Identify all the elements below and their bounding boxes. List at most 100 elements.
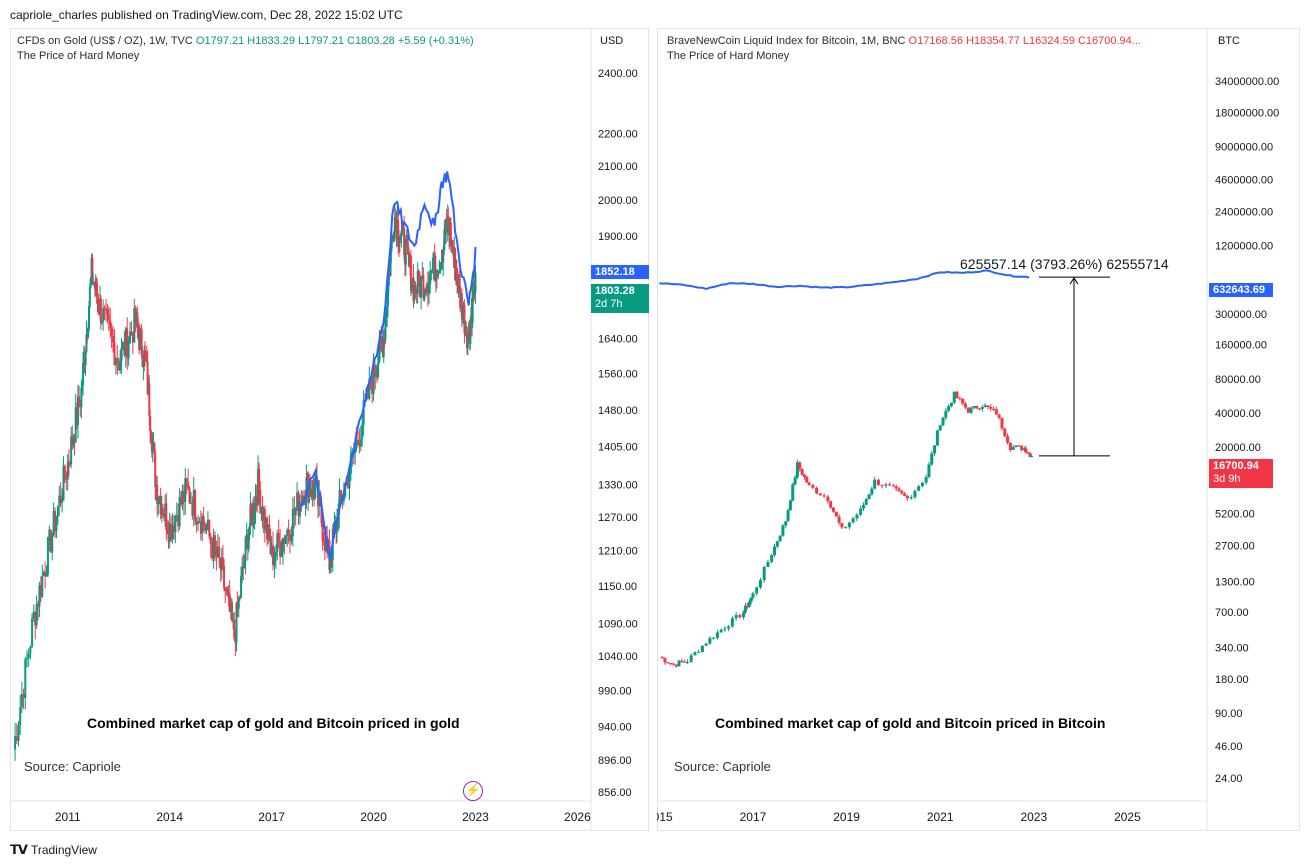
left-symbol[interactable]: CFDs on Gold (US$ / OZ), 1W, TVC (17, 35, 193, 47)
candle-body (377, 361, 380, 365)
candle-body (279, 542, 282, 557)
candle-body (314, 476, 317, 486)
candle-body (257, 468, 260, 506)
candle-body (949, 402, 953, 407)
candle-body (188, 487, 191, 504)
candle-body (31, 618, 34, 647)
candle-body (157, 499, 160, 505)
y-tick-label: 18000000.00 (1215, 107, 1279, 119)
right-chart-panel[interactable] (657, 28, 1300, 831)
candle-body (301, 495, 304, 506)
candle-body (944, 410, 948, 418)
candle-body (37, 604, 40, 607)
candle-body (145, 358, 148, 362)
candle-body (106, 309, 109, 315)
candle-body (204, 524, 207, 531)
candle-body (749, 597, 753, 602)
candle-body (243, 561, 246, 568)
candle-body (373, 360, 376, 376)
left-tag-countdown: 2d 7h (595, 298, 623, 310)
candle-body (826, 496, 830, 502)
candle-body (153, 443, 156, 453)
candle-body (96, 295, 99, 300)
candle-body (212, 535, 215, 559)
candle-body (435, 269, 438, 277)
candle-body (45, 574, 48, 577)
candle-body (254, 495, 257, 512)
footer-brand[interactable]: 𝗧𝗩 TradingView (10, 842, 97, 858)
candle-body (259, 490, 262, 514)
candle-body (793, 477, 797, 485)
right-indicator-name[interactable]: The Price of Hard Money (667, 50, 790, 62)
candle-body (305, 477, 308, 498)
candle-body (356, 440, 359, 443)
candle-body (884, 484, 888, 486)
right-price-chart[interactable]: 34000000.00 18000000.00 9000000.00 4600000.… (657, 28, 1300, 831)
candle-body (469, 322, 472, 345)
candle-body (87, 306, 90, 329)
right-symbol[interactable]: BraveNewCoin Liquid Index for Bitcoin, 1… (667, 35, 906, 47)
y-tick-label: 180.00 (1215, 674, 1249, 686)
candle-body (424, 289, 427, 293)
candle-body (250, 504, 253, 512)
candle-body (671, 663, 675, 665)
candle-body (15, 736, 18, 741)
candle-body (312, 480, 315, 489)
candle-body (264, 518, 267, 530)
right-low: L16324.59 (1022, 35, 1075, 47)
candle-body (466, 336, 469, 349)
candle-body (372, 360, 375, 394)
candle-body (75, 407, 78, 425)
candle-body (114, 358, 117, 366)
left-price-chart[interactable]: 2400.002200.002100.002000.001900.001720.… (10, 28, 649, 831)
candle-body (924, 477, 928, 483)
candle-body (1014, 445, 1018, 448)
lightning-icon[interactable]: ⚡ (463, 781, 483, 801)
candle-body (469, 318, 472, 323)
y-tick-label: 1300.00 (1215, 576, 1255, 588)
candle-body (371, 387, 374, 394)
candle-body (751, 593, 755, 598)
candle-body (143, 350, 146, 367)
candle-body (434, 269, 437, 281)
candle-body (270, 544, 273, 555)
y-tick-label: 340.00 (1215, 642, 1249, 654)
candle-body (822, 495, 826, 497)
right-caption: Combined market cap of gold and Bitcoin … (715, 715, 1106, 731)
left-high: H1833.29 (247, 35, 296, 47)
candle-body (338, 490, 341, 504)
candle-body (284, 536, 287, 544)
left-source: Source: Capriole (24, 759, 121, 774)
candle-body (208, 519, 211, 537)
candle-body (42, 572, 45, 577)
candle-body (322, 540, 325, 543)
candle-body (227, 592, 230, 594)
candle-body (218, 546, 221, 559)
candle-body (986, 405, 990, 407)
footer-brand-label: TradingView (30, 843, 97, 857)
candle-body (156, 484, 159, 505)
candle-body (807, 482, 811, 485)
right-source: Source: Capriole (674, 759, 771, 774)
candle-body (389, 252, 392, 277)
left-chart-panel[interactable] (10, 28, 649, 831)
left-indicator-name[interactable]: The Price of Hard Money (17, 50, 140, 62)
candle-body (439, 262, 442, 271)
left-unit-label: USD (600, 35, 624, 47)
candle-body (195, 520, 198, 525)
candle-body (225, 589, 228, 591)
candle-body (184, 478, 187, 502)
y-tick-label: 856.00 (598, 787, 632, 799)
candle-body (1011, 447, 1015, 450)
candle-body (359, 438, 362, 447)
right-tag-line-value: 632643.69 (1209, 283, 1273, 297)
candle-body (1024, 448, 1028, 453)
candle-body (180, 496, 183, 505)
candle-body (126, 328, 129, 359)
candle-body (220, 557, 223, 570)
y-tick-label: 2400000.00 (1215, 206, 1273, 218)
candle-body (24, 659, 27, 699)
left-low: L1797.21 (298, 35, 344, 47)
y-tick-label: 24.00 (1215, 773, 1243, 785)
candle-body (72, 439, 75, 446)
